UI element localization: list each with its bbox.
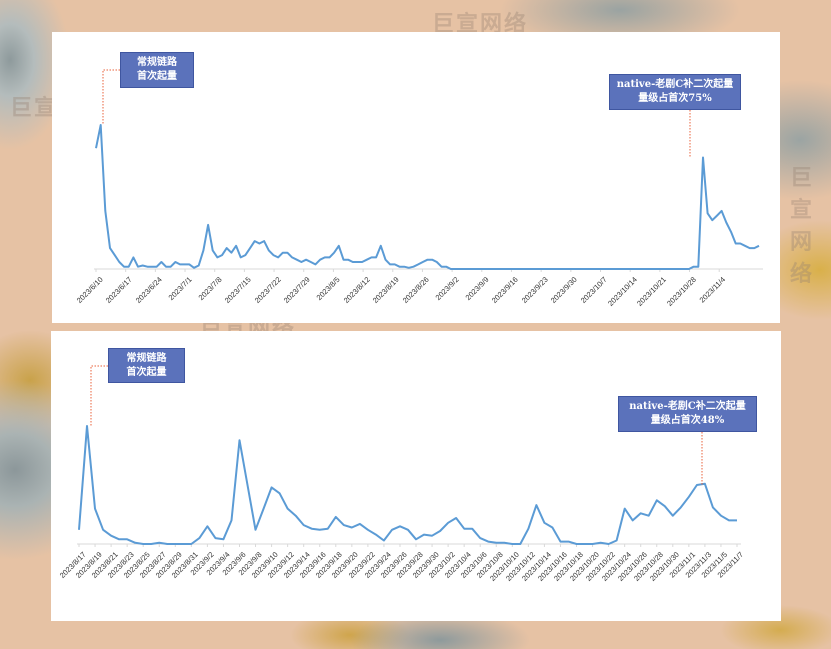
callout-leader-line — [90, 365, 108, 426]
callout-line2: 量级占首次75% — [638, 93, 712, 104]
callout-line1: 常规链路 — [126, 353, 167, 364]
callout-second-ramp-top: native-老剧C补二次起量 量级占首次75% — [609, 74, 741, 110]
data-series-line — [95, 124, 760, 270]
chart-panel-bottom: 常规链路 首次起量 native-老剧C补二次起量 量级占首次48% 2023/… — [51, 331, 781, 621]
callout-line2: 首次起量 — [126, 367, 167, 378]
callout-line1: 常规链路 — [137, 57, 177, 68]
callout-line2: 量级占首次48% — [650, 415, 725, 426]
watermark: 巨宣网络 — [432, 11, 529, 36]
callout-line2: 首次起量 — [137, 71, 177, 82]
callout-line1: native-老剧C补二次起量 — [616, 79, 734, 90]
callout-line1: native-老剧C补二次起量 — [629, 401, 746, 412]
line-chart-top — [94, 69, 763, 272]
callout-first-ramp-top: 常规链路 首次起量 — [120, 52, 194, 88]
callout-first-ramp-bottom: 常规链路 首次起量 — [108, 348, 185, 383]
line-chart-bottom — [77, 365, 741, 547]
chart-panel-top: 常规链路 首次起量 native-老剧C补二次起量 量级占首次75% 2023/… — [52, 32, 780, 323]
data-series-line — [78, 425, 737, 545]
callout-second-ramp-bottom: native-老剧C补二次起量 量级占首次48% — [618, 396, 757, 432]
watermark: 巨宣网络 — [790, 165, 815, 286]
callout-leader-line — [102, 69, 120, 125]
